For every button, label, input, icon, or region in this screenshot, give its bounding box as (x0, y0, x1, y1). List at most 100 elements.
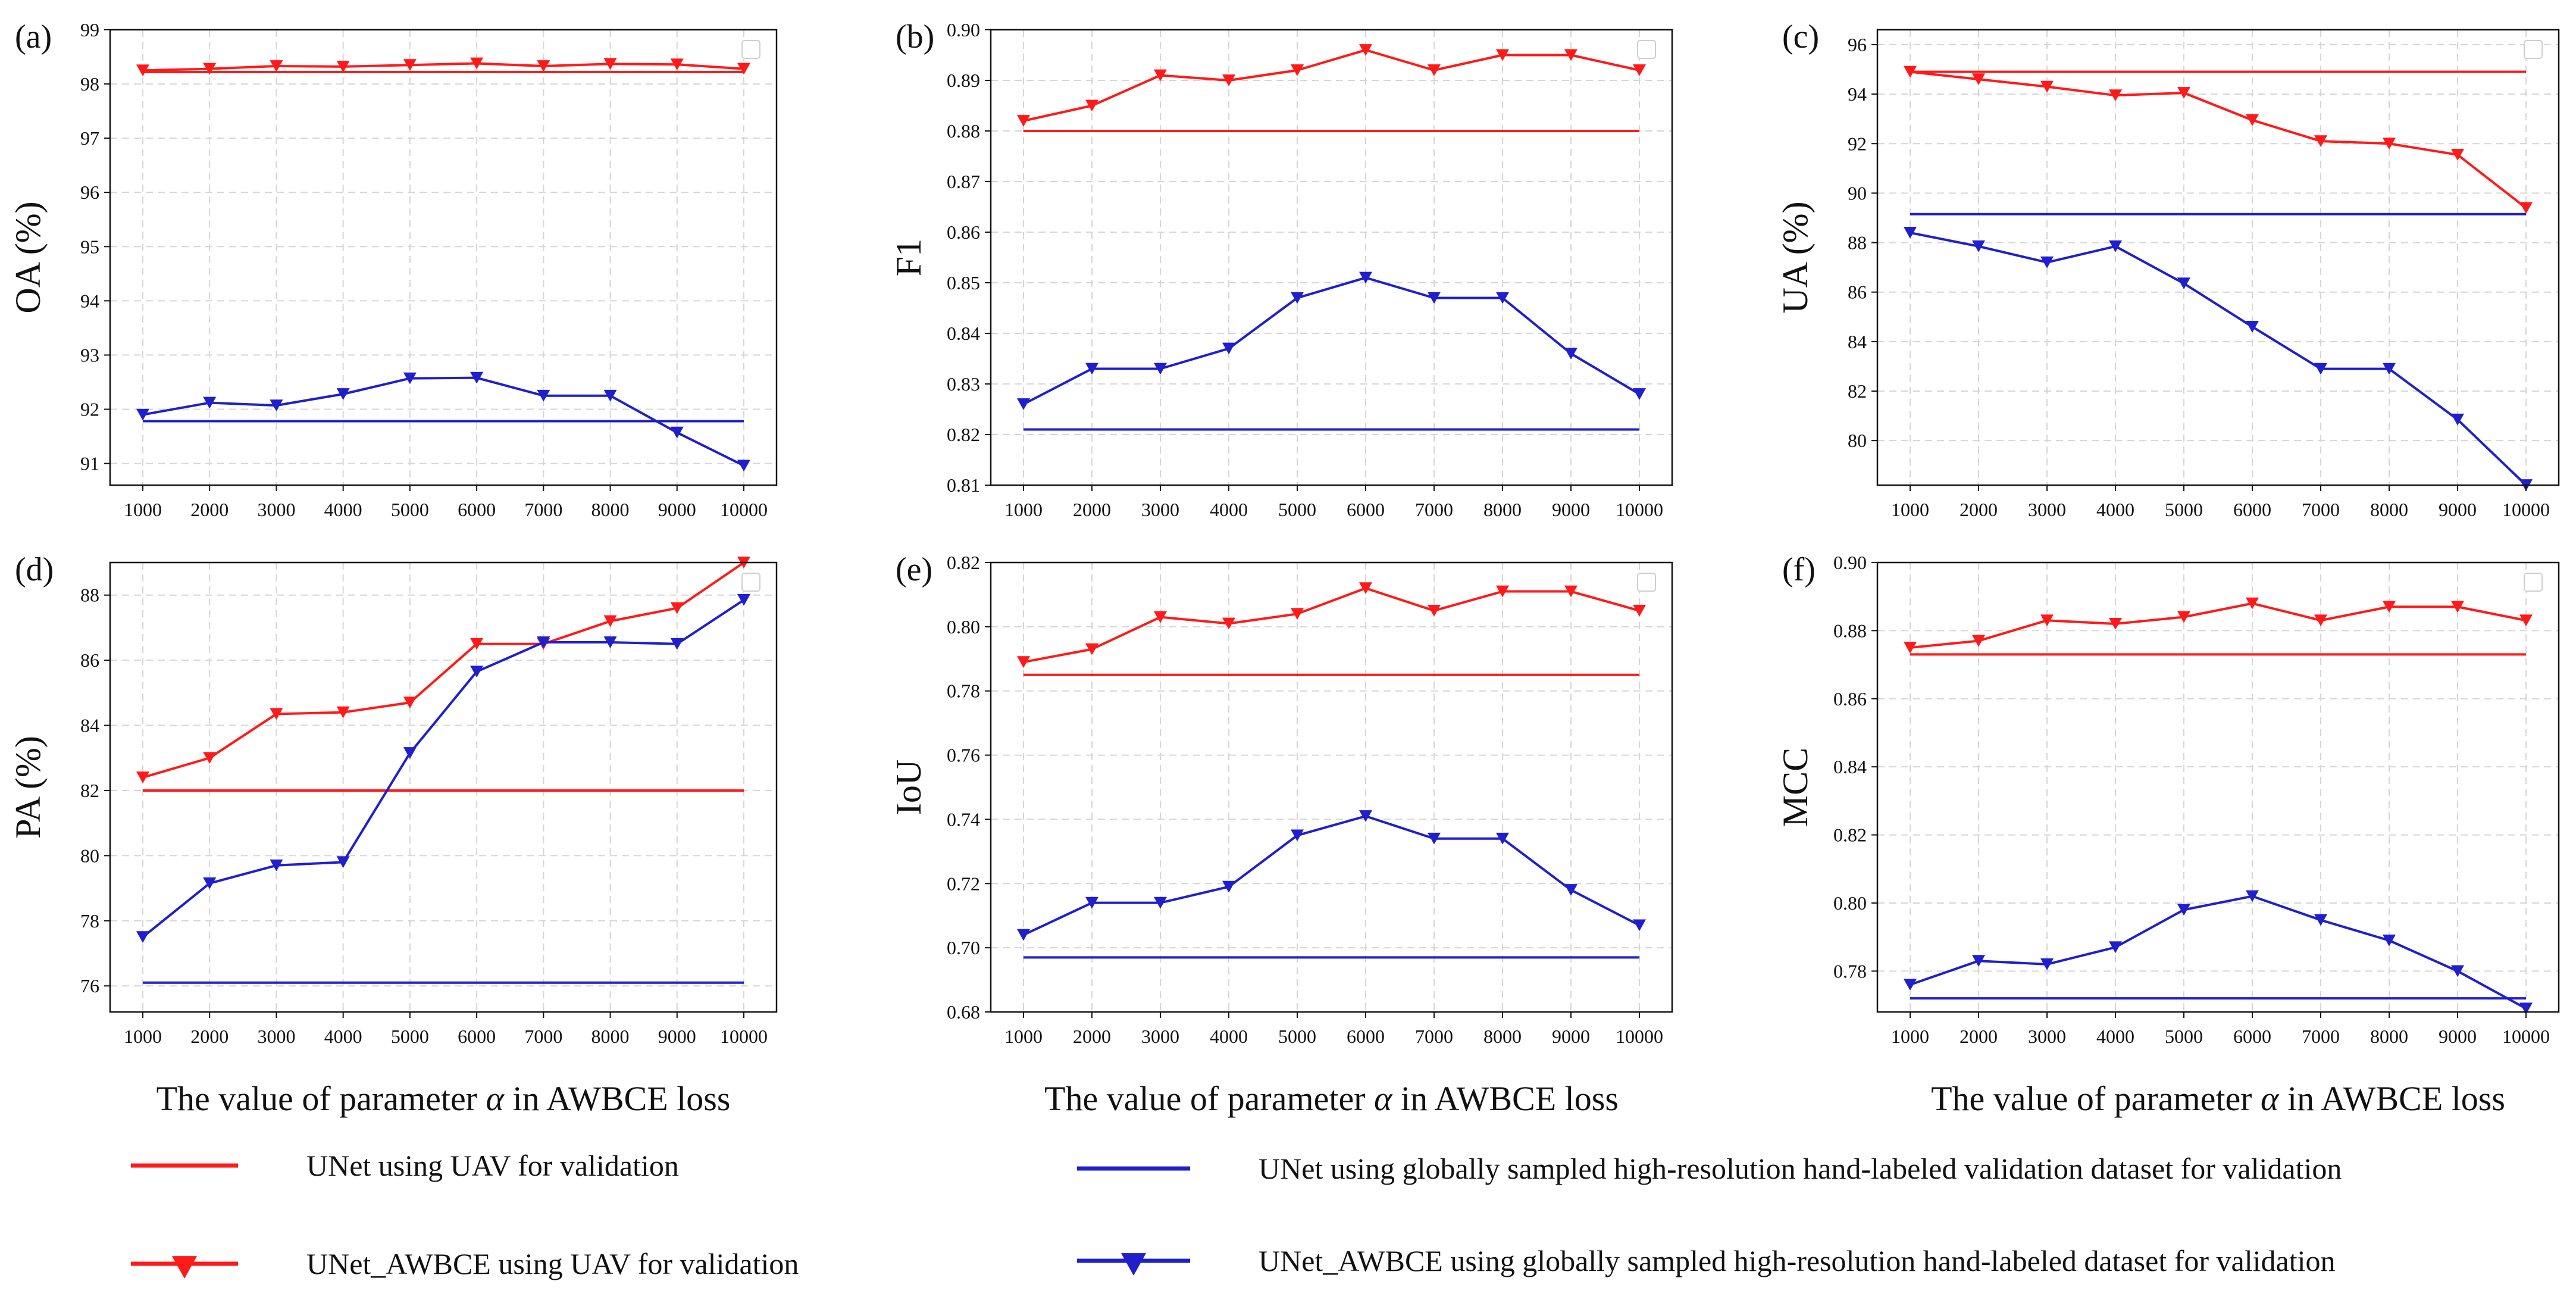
x-tick-label: 9000 (1552, 1026, 1590, 1047)
x-axis-label-suffix: in AWBCE loss (504, 1079, 730, 1118)
data-point-marker (1017, 929, 1030, 941)
data-point-marker (1359, 271, 1372, 284)
panel-label: (c) (1782, 18, 1819, 55)
x-tick-label: 3000 (257, 1026, 295, 1047)
data-point-marker (203, 63, 217, 75)
x-axis-label-prefix: The value of parameter (1931, 1079, 2261, 1118)
data-point-marker (1496, 292, 1509, 304)
data-point-marker (1564, 348, 1577, 360)
data-point-marker (2519, 1002, 2533, 1015)
data-point-marker (603, 58, 617, 70)
y-axis-label: IoU (889, 760, 928, 815)
data-point-marker (1291, 292, 1304, 304)
x-tick-label: 2000 (1960, 1026, 1998, 1047)
y-tick-label: 0.90 (947, 19, 980, 40)
series-line (1910, 602, 2527, 649)
empty-legend-box (1637, 573, 1656, 592)
data-point-marker (1291, 829, 1304, 842)
series-line (1023, 815, 1640, 936)
y-tick-label: 99 (80, 19, 99, 40)
axes-frame (1876, 561, 2560, 1013)
data-point-marker (2109, 618, 2122, 630)
series-line (142, 561, 745, 779)
x-tick-label: 8000 (1483, 1026, 1522, 1047)
data-point-marker (336, 856, 350, 868)
x-axis-label: The value of parameter α in AWBCE loss (1931, 1079, 2505, 1118)
data-point-marker (2451, 413, 2464, 426)
panel-label: (b) (896, 18, 934, 55)
panel-label: (f) (1782, 551, 1816, 588)
data-point-marker (1017, 398, 1030, 410)
x-tick-label: 6000 (1347, 1026, 1385, 1047)
data-point-marker (1904, 642, 1917, 654)
x-tick-label: 5000 (391, 499, 429, 520)
data-point-marker (2177, 87, 2190, 99)
y-tick-label: 0.81 (947, 474, 980, 496)
x-axis-label-symbol: α (486, 1079, 505, 1118)
x-tick-label: 6000 (458, 1026, 496, 1047)
data-point-marker (1972, 73, 1985, 86)
y-tick-label: 94 (1848, 83, 1867, 105)
series-line (1023, 49, 1640, 122)
x-axis-label-prefix: The value of parameter (1044, 1079, 1374, 1118)
chart-panel: 1000 2000 3000 4000 5000 6000 7000 8000 9000 1000… (8, 18, 778, 520)
y-tick-label: 92 (1848, 133, 1867, 154)
empty-legend-box (1637, 40, 1656, 59)
y-tick-label: 84 (80, 715, 99, 736)
y-tick-label: 86 (80, 649, 99, 671)
data-point-marker (1359, 582, 1372, 595)
data-point-marker (1633, 64, 1646, 76)
data-point-marker (1017, 656, 1030, 668)
series-line (142, 376, 744, 467)
x-tick-label: 10000 (1616, 1026, 1663, 1047)
data-point-marker (2246, 597, 2259, 610)
x-tick-label: 5000 (1278, 499, 1316, 520)
data-point-marker (2109, 941, 2122, 954)
data-point-marker (2383, 138, 2396, 150)
y-tick-label: 88 (1848, 232, 1867, 254)
y-tick-label: 0.76 (947, 745, 980, 766)
y-axis-label: OA (%) (8, 201, 48, 313)
y-tick-label: 0.80 (947, 616, 980, 638)
x-tick-label: 3000 (2028, 499, 2066, 520)
x-tick-label: 3000 (1141, 499, 1179, 520)
data-point-marker (2314, 614, 2327, 627)
data-point-marker (470, 57, 484, 70)
data-point-marker (537, 389, 550, 402)
x-tick-label: 8000 (1483, 499, 1522, 520)
x-tick-label: 8000 (591, 1026, 630, 1047)
data-point-marker (1291, 64, 1304, 76)
y-tick-label: 90 (1848, 182, 1867, 204)
y-tick-label: 82 (80, 780, 99, 801)
data-point-marker (2451, 149, 2464, 161)
x-axis-label-suffix: in AWBCE loss (1392, 1079, 1618, 1118)
y-axis-label: UA (%) (1776, 201, 1815, 313)
x-axis-label-symbol: α (2261, 1079, 2280, 1118)
data-point-marker (270, 399, 283, 412)
data-point-marker (2109, 240, 2122, 252)
data-point-marker (1222, 617, 1235, 630)
chart-panel: 1000 2000 3000 4000 5000 6000 7000 8000 9000 1000… (889, 551, 1673, 1118)
data-point-marker (203, 752, 217, 764)
legend-label: UNet using UAV for validation (306, 1149, 679, 1182)
panel-label: (d) (15, 551, 54, 588)
y-tick-label: 0.68 (947, 1001, 980, 1023)
x-tick-label: 1000 (1004, 1026, 1043, 1047)
y-tick-label: 80 (80, 845, 99, 866)
data-point-marker (1904, 979, 1917, 991)
x-tick-label: 2000 (190, 499, 229, 520)
data-point-marker (2383, 601, 2396, 613)
data-point-marker (2314, 363, 2327, 375)
data-point-marker (2040, 80, 2054, 93)
y-tick-label: 96 (80, 182, 99, 203)
legend-label: UNet_AWBCE using globally sampled high-r… (1259, 1244, 2335, 1277)
data-point-marker (1154, 896, 1167, 909)
axes-frame (109, 29, 778, 486)
data-point-marker (670, 638, 684, 650)
y-tick-label: 0.74 (947, 808, 980, 830)
empty-legend-box (2524, 573, 2543, 592)
x-tick-label: 6000 (1347, 499, 1385, 520)
data-point-marker (403, 696, 417, 709)
data-point-marker (737, 594, 750, 606)
data-point-marker (1564, 49, 1577, 61)
